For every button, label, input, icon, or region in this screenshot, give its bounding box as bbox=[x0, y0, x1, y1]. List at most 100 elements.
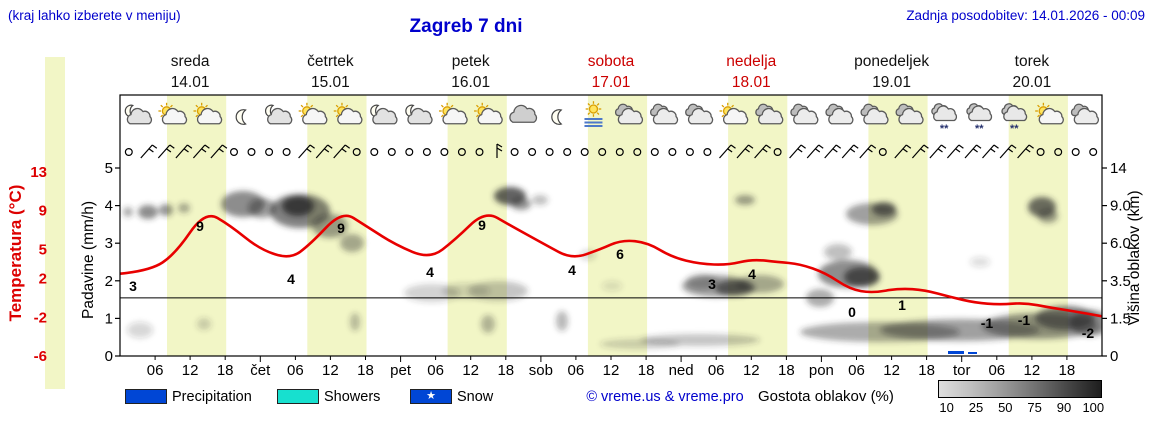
cloud-icon bbox=[198, 108, 222, 123]
temp-point-label: 4 bbox=[748, 266, 756, 282]
cloud-icon bbox=[689, 108, 713, 123]
daylight-band bbox=[728, 95, 788, 356]
wind-calm-icon bbox=[545, 148, 554, 157]
wind-calm-icon bbox=[1089, 148, 1098, 157]
density-tick-label: 90 bbox=[1056, 400, 1072, 415]
daylight-band bbox=[587, 95, 648, 356]
cloud-icon bbox=[478, 108, 502, 123]
wind-calm-icon bbox=[440, 148, 449, 157]
wind-barb-icon bbox=[754, 144, 771, 159]
hour-tick-label: 18 bbox=[1059, 362, 1076, 379]
temp-point-label: 9 bbox=[196, 218, 204, 234]
wind-barb-icon bbox=[929, 144, 947, 159]
precip-tick-label: 0 bbox=[105, 348, 113, 365]
daylight-band bbox=[868, 95, 928, 356]
temp-tick-label: 13 bbox=[30, 164, 47, 181]
cloud-icon bbox=[373, 108, 397, 123]
cloud-icon bbox=[864, 108, 888, 123]
precip-tick-label: 4 bbox=[105, 198, 113, 215]
cloud-icon bbox=[162, 108, 186, 123]
menu-hint-text: (kraj lahko izberete v meniju) bbox=[8, 8, 181, 23]
cloud-icon bbox=[443, 108, 467, 123]
wind-calm-icon bbox=[230, 148, 239, 157]
wind-calm-icon bbox=[685, 148, 694, 157]
wind-barb-icon bbox=[964, 144, 982, 159]
hour-tick-label: 18 bbox=[357, 362, 374, 379]
density-tick-label: 75 bbox=[1027, 400, 1042, 415]
wind-barb-icon bbox=[806, 144, 824, 159]
day-date: 14.01 bbox=[171, 74, 210, 91]
temp-point-label: 4 bbox=[426, 264, 434, 280]
temp-point-label: 9 bbox=[478, 217, 486, 233]
day-date: 16.01 bbox=[451, 74, 490, 91]
day-date: 20.01 bbox=[1013, 74, 1052, 91]
wind-barb-icon bbox=[719, 144, 736, 159]
snowfall-marks: ** bbox=[975, 123, 984, 135]
day-date: 15.01 bbox=[311, 74, 350, 91]
wind-calm-icon bbox=[247, 148, 256, 157]
cloud-icon bbox=[127, 108, 151, 123]
temp-point-label: 9 bbox=[337, 220, 345, 236]
wind-barb-icon bbox=[496, 143, 503, 158]
cloud-tick-label: 9.0 bbox=[1110, 198, 1131, 215]
cloud-density-blobs bbox=[123, 187, 1102, 349]
wind-barb-icon bbox=[911, 144, 929, 159]
hour-tick-label: 18 bbox=[217, 362, 234, 379]
cloud-tick-label: 6.0 bbox=[1110, 235, 1131, 252]
day-abbrev-label: tor bbox=[953, 362, 971, 379]
wind-calm-icon bbox=[668, 148, 677, 157]
wind-barb-icon bbox=[315, 144, 333, 159]
sun-icon bbox=[585, 101, 602, 117]
precip-tick-label: 5 bbox=[105, 160, 113, 177]
cloud-icon bbox=[794, 108, 818, 123]
wind-barb-icon bbox=[982, 144, 999, 159]
hour-tick-label: 18 bbox=[497, 362, 514, 379]
cloud-icon bbox=[618, 108, 642, 123]
cloud-tick-label: 14 bbox=[1110, 160, 1127, 177]
temp-point-label: 3 bbox=[129, 278, 137, 294]
temp-tick-label: -6 bbox=[34, 348, 47, 365]
precipitation-mark bbox=[968, 352, 977, 354]
cloud-tick-label: 3.5 bbox=[1110, 273, 1131, 290]
cloud-icon bbox=[934, 106, 957, 120]
wind-barb-icon bbox=[175, 144, 193, 159]
wind-calm-icon bbox=[422, 148, 431, 157]
precip-tick-label: 1 bbox=[105, 310, 113, 327]
temp-tick-label: 5 bbox=[39, 242, 47, 259]
wind-barb-icon bbox=[140, 144, 158, 159]
wind-barb-icon bbox=[298, 144, 315, 159]
density-tick-label: 50 bbox=[998, 400, 1013, 415]
day-abbrev-label: ned bbox=[669, 362, 694, 379]
moon-icon bbox=[552, 110, 561, 125]
copyright-link[interactable]: © vreme.us & vreme.pro bbox=[586, 389, 744, 405]
cloud-icon bbox=[969, 106, 992, 120]
precipitation-label: Precipitation bbox=[172, 389, 252, 405]
cloud-icon bbox=[1004, 106, 1027, 120]
density-tick-label: 25 bbox=[968, 400, 984, 415]
temp-tick-label: -2 bbox=[34, 309, 47, 326]
day-name: petek bbox=[452, 53, 490, 70]
wind-calm-icon bbox=[265, 148, 274, 157]
day-name: četrtek bbox=[307, 53, 354, 70]
wind-calm-icon bbox=[633, 148, 642, 157]
wind-calm-icon bbox=[405, 148, 414, 157]
cloud-icon bbox=[899, 108, 923, 123]
day-abbrev-label: sob bbox=[529, 362, 553, 379]
fog-icon bbox=[584, 118, 603, 127]
left-strip bbox=[45, 57, 65, 389]
hour-tick-label: 12 bbox=[883, 362, 900, 379]
wind-calm-icon bbox=[370, 148, 379, 157]
cloud-icon bbox=[829, 108, 853, 123]
wind-barb-icon bbox=[841, 144, 859, 159]
wind-barb-icon bbox=[789, 144, 806, 159]
day-name: ponedeljek bbox=[854, 53, 929, 70]
wind-barb-icon bbox=[946, 144, 964, 159]
cloud-icon bbox=[1039, 108, 1063, 123]
cloud-tick-label: 0 bbox=[1110, 348, 1118, 365]
page-title: Zagreb 7 dni bbox=[409, 16, 523, 37]
temp-tick-label: 2 bbox=[39, 271, 47, 288]
hour-tick-label: 18 bbox=[778, 362, 795, 379]
hour-tick-label: 06 bbox=[147, 362, 164, 379]
